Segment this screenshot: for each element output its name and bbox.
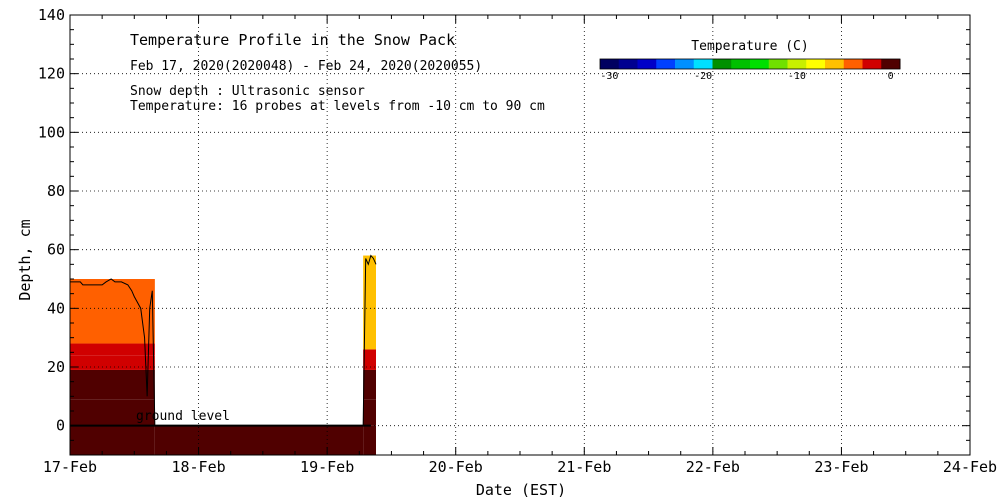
colorbar-swatch-13 — [843, 59, 863, 69]
x-tick-label-2: 19-Feb — [300, 458, 354, 476]
grid-lines — [70, 15, 970, 455]
colorbar-swatch-6 — [712, 59, 732, 69]
colorbar-swatch-12 — [825, 59, 845, 69]
colorbar-tick-label-0: -30 — [600, 71, 618, 82]
x-axis-label: Date (EST) — [476, 481, 566, 499]
heat-band-0-3 — [70, 355, 155, 370]
heat-band-2-4 — [363, 255, 376, 350]
snow-depth-line — [70, 254, 377, 427]
colorbar-swatch-10 — [787, 59, 807, 69]
y-tick-label-2: 40 — [47, 299, 65, 317]
colorbar-swatch-8 — [750, 59, 770, 69]
heat-band-2-1 — [363, 399, 376, 426]
axes: 17-Feb 18-Feb 19-Feb 20-Feb 21-Feb 22-Feb 23-F… — [38, 6, 997, 476]
x-tick-label-4: 21-Feb — [557, 458, 611, 476]
colorbar-swatch-9 — [768, 59, 788, 69]
colorbar-frame — [599, 58, 901, 70]
x-tick-label-1: 18-Feb — [171, 458, 225, 476]
colorbar-tick-label-1: -20 — [694, 71, 712, 82]
heat-band-2-2 — [363, 369, 376, 400]
colorbar-swatch-7 — [731, 59, 751, 69]
x-tick-label-5: 22-Feb — [686, 458, 740, 476]
heat-band-0-0 — [70, 425, 155, 455]
chart-subtitle: Feb 17, 2020(2020048) - Feb 24, 2020(202… — [130, 59, 482, 74]
chart-title: Temperature Profile in the Snow Pack — [130, 31, 455, 49]
note-snow-depth: Snow depth : Ultrasonic sensor — [130, 84, 365, 99]
y-tick-label-5: 100 — [38, 123, 65, 141]
note-temperature: Temperature: 16 probes at levels from -1… — [130, 99, 545, 114]
x-tick-label-3: 20-Feb — [429, 458, 483, 476]
heat-band-0-5 — [70, 279, 155, 344]
y-tick-label-4: 80 — [47, 182, 65, 200]
heat-band-2-0 — [363, 425, 376, 455]
colorbar-swatch-3 — [656, 59, 676, 69]
colorbar-swatch-11 — [806, 59, 826, 69]
y-tick-label-7: 140 — [38, 6, 65, 24]
y-tick-label-1: 20 — [47, 358, 65, 376]
snow-depth-series — [70, 254, 377, 427]
ground-level-annotation: ground level — [136, 409, 230, 424]
colorbar-swatch-2 — [637, 59, 657, 69]
colorbar-swatch-14 — [862, 59, 882, 69]
colorbar-swatch-0 — [600, 59, 620, 69]
heat-band-2-3 — [363, 349, 376, 370]
colorbar-tick-label-3: 0 — [888, 71, 894, 82]
colorbar-swatch-4 — [675, 59, 695, 69]
colorbar-title: Temperature (C) — [691, 39, 808, 54]
colorbar-swatch-5 — [693, 59, 713, 69]
colorbar-swatch-15 — [881, 59, 901, 69]
heat-band-0-2 — [70, 369, 155, 400]
heat-band-1-0 — [154, 425, 364, 455]
y-tick-label-3: 60 — [47, 241, 65, 259]
x-tick-label-6: 23-Feb — [814, 458, 868, 476]
y-axis-label: Depth, cm — [16, 219, 34, 300]
y-tick-label-6: 120 — [38, 65, 65, 83]
x-tick-label-0: 17-Feb — [43, 458, 97, 476]
colorbar-tick-label-2: -10 — [788, 71, 806, 82]
heat-band-0-4 — [70, 343, 155, 356]
colorbar-swatch-1 — [618, 59, 638, 69]
heat-band-0-1 — [70, 399, 155, 426]
x-tick-label-7: 24-Feb — [943, 458, 997, 476]
colorbar: -30 -20 -10 0 — [599, 58, 901, 82]
y-tick-label-0: 0 — [56, 417, 65, 435]
plot-frame — [69, 14, 971, 456]
